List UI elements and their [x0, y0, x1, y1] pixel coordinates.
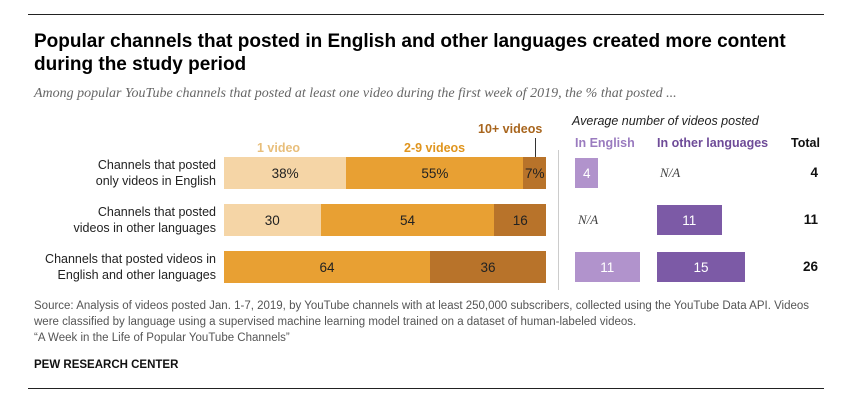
segment-two-to-nine-videos: 55% — [346, 157, 524, 189]
cell-total: 26 — [802, 259, 818, 274]
source-text: Source: Analysis of videos posted Jan. 1… — [34, 300, 810, 328]
column-in-english: In English — [575, 136, 635, 150]
cell-in-english-na: N/A — [578, 212, 599, 227]
cell-in-english: 4 — [575, 158, 599, 188]
cell-total: 4 — [810, 165, 818, 180]
segment-ten-plus-videos: 7% — [523, 157, 546, 189]
average-table-title: Average number of videos posted — [572, 114, 759, 128]
row-label-line: only videos in English — [95, 174, 216, 188]
top-rule — [28, 14, 824, 15]
column-total: Total — [791, 136, 820, 150]
cell-other-languages: 15 — [657, 252, 745, 282]
row-label-line: English and other languages — [57, 268, 216, 282]
column-in-other-languages: In other languages — [657, 136, 769, 150]
cell-total: 11 — [803, 212, 818, 227]
cell-other-languages: 11 — [657, 205, 722, 235]
segment-ten-plus-videos: 36 — [430, 251, 546, 283]
segment-two-to-nine-videos: 64 — [224, 251, 431, 283]
row-label-line: Channels that posted videos in — [45, 252, 216, 266]
section-divider — [558, 150, 559, 290]
row-label-other-languages: Channels that posted videos in other lan… — [30, 204, 216, 236]
bottom-rule — [28, 388, 824, 389]
row-label-line: videos in other languages — [73, 221, 216, 235]
legend-ten-plus-videos: 10+ videos — [478, 122, 543, 136]
row-label-line: Channels that posted — [97, 158, 216, 172]
legend-one-video: 1 video — [257, 141, 301, 155]
cell-in-english: 11 — [575, 252, 640, 282]
row-label-english-only: Channels that posted only videos in Engl… — [30, 157, 216, 189]
chart-title: Popular channels that posted in English … — [34, 31, 786, 75]
segment-one-video: 30 — [224, 204, 321, 236]
segment-one-video: 38% — [224, 157, 347, 189]
legend-two-to-nine-videos: 2-9 videos — [404, 141, 466, 155]
legend-ten-plus-pointer — [535, 138, 536, 160]
row-label-both: Channels that posted videos in English a… — [30, 251, 216, 283]
pew-brand: PEW RESEARCH CENTER — [34, 359, 179, 371]
segment-two-to-nine-videos: 54 — [320, 204, 495, 236]
chart-subtitle: Among popular YouTube channels that post… — [34, 86, 677, 101]
segment-ten-plus-videos: 16 — [494, 204, 546, 236]
source-note: Source: Analysis of videos posted Jan. 1… — [34, 298, 824, 346]
cell-other-languages-na: N/A — [660, 165, 681, 180]
row-label-line: Channels that posted — [97, 205, 216, 219]
report-title: “A Week in the Life of Popular YouTube C… — [34, 332, 290, 344]
